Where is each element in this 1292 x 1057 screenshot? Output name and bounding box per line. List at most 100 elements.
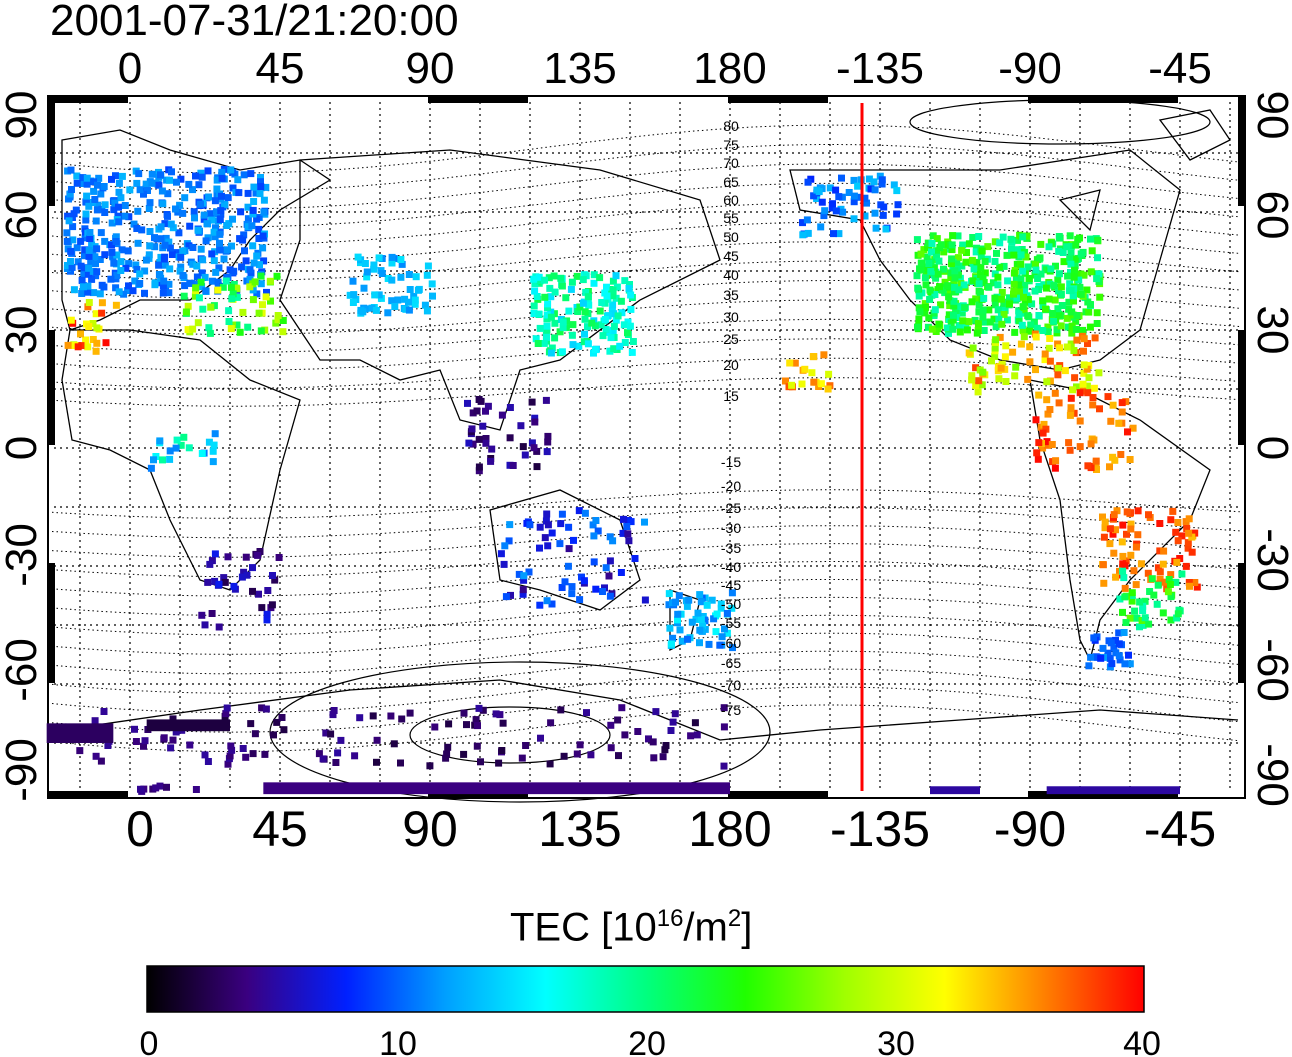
tec-point [223, 222, 231, 229]
tec-point [1015, 281, 1023, 289]
tec-point [590, 532, 598, 540]
tec-point [1000, 301, 1008, 309]
tec-point [1127, 525, 1135, 533]
tec-point [950, 302, 958, 310]
tec-point [610, 345, 618, 353]
tec-point [113, 271, 121, 279]
tec-point [1129, 424, 1137, 432]
tec-point [83, 192, 91, 200]
tec-point [64, 262, 71, 269]
tec-point [1022, 253, 1030, 261]
tec-point [387, 712, 395, 720]
tec-point [721, 625, 728, 633]
tec-point [133, 179, 141, 187]
tec-point [820, 351, 828, 359]
tec-point [85, 252, 93, 260]
tec-point [80, 283, 87, 291]
tec-point [620, 515, 627, 523]
tec-point [1024, 312, 1032, 320]
tec-point [204, 758, 212, 765]
tec-point [923, 253, 931, 261]
tec-point [609, 301, 617, 309]
tec-point [961, 304, 969, 312]
tec-point [893, 187, 901, 195]
tec-point [1119, 567, 1127, 575]
tec-point [390, 740, 398, 748]
tec-point [243, 571, 251, 579]
tec-point [926, 286, 934, 294]
tec-point [581, 330, 588, 338]
tec-point [182, 308, 190, 316]
tec-point [1070, 297, 1077, 305]
maglat-label: -45 [721, 577, 741, 593]
tec-point [1099, 644, 1107, 652]
maglat-label: 20 [723, 357, 739, 373]
tec-point [1043, 378, 1051, 386]
tec-band [263, 782, 730, 795]
tec-point [991, 344, 999, 352]
tec-point [645, 735, 652, 743]
tec-point [703, 601, 711, 609]
tec-point [1159, 609, 1167, 617]
tec-point [246, 266, 254, 274]
tec-point [460, 709, 468, 717]
tec-point [991, 238, 999, 246]
tec-point [482, 407, 489, 415]
tec-point [830, 230, 837, 238]
tec-point [1000, 262, 1008, 270]
maglat-label: -65 [721, 655, 741, 671]
tec-point [257, 327, 265, 335]
tec-point [850, 215, 858, 223]
tec-point [224, 194, 232, 202]
tec-point [1117, 451, 1125, 458]
tec-point [531, 414, 539, 422]
tec-point [1012, 363, 1020, 371]
colorbar-tick: 20 [628, 1025, 666, 1057]
tec-point [788, 381, 796, 389]
tec-point [810, 378, 818, 386]
tec-point [1067, 260, 1075, 268]
tec-point [274, 312, 282, 319]
tec-point [835, 230, 843, 238]
tec-point [567, 285, 575, 293]
tec-point [263, 288, 270, 296]
tec-point [161, 253, 169, 261]
tec-point [955, 302, 963, 310]
tec-point [625, 284, 633, 292]
tec-point [249, 564, 256, 572]
tec-point [963, 249, 970, 256]
tec-point [253, 290, 261, 298]
tec-point [728, 589, 736, 597]
tec-point [1010, 251, 1018, 259]
tec-point [951, 283, 959, 291]
tec-point [954, 254, 962, 262]
tec-point [378, 270, 386, 277]
tec-point [257, 183, 265, 191]
tec-point [218, 192, 225, 200]
tec-point [215, 580, 223, 588]
tec-point [120, 290, 128, 298]
tec-point [479, 706, 487, 714]
tec-point [168, 251, 176, 258]
tec-point [1141, 597, 1149, 605]
tec-point [73, 172, 81, 180]
tec-point [1019, 327, 1027, 335]
tec-point [394, 296, 402, 304]
tec-point [587, 751, 595, 759]
tec-point [155, 261, 163, 269]
tec-point [945, 311, 953, 319]
tec-point [206, 329, 214, 337]
tec-point [67, 247, 75, 255]
tec-point [142, 256, 150, 264]
tec-point [278, 714, 286, 721]
tec-point [994, 281, 1002, 289]
tec-point [179, 209, 187, 217]
tec-point [233, 293, 241, 301]
tec-point [100, 183, 108, 190]
tec-point [949, 311, 957, 319]
tec-point [84, 343, 92, 351]
tec-point [1053, 326, 1061, 334]
tec-point [1083, 286, 1091, 294]
tec-point [603, 292, 611, 300]
tec-point [73, 244, 81, 252]
